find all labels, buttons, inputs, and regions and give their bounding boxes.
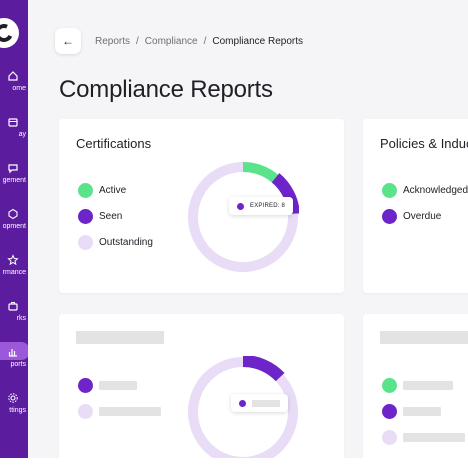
sidebar-item-development[interactable]: opment	[0, 208, 26, 248]
skeleton-bar	[403, 407, 441, 416]
skeleton-legend-item	[382, 378, 453, 393]
certifications-card: Certifications Active Seen Outstanding E…	[59, 119, 344, 293]
legend-item-seen: Seen	[78, 209, 122, 224]
breadcrumb-item-compliance[interactable]: Compliance	[144, 36, 198, 47]
certifications-donut-chart	[188, 162, 299, 272]
legend-swatch	[78, 404, 93, 419]
legend-item-outstanding: Outstanding	[78, 235, 153, 250]
page-title: Compliance Reports	[59, 76, 273, 103]
legend-swatch	[382, 404, 397, 419]
legend-label: Overdue	[403, 211, 442, 222]
tooltip-swatch	[239, 399, 246, 407]
legend-label: Acknowledged	[403, 185, 468, 196]
chart-tooltip: EXPIRED: 8	[229, 197, 294, 215]
calendar-icon	[8, 118, 18, 127]
breadcrumb-separator: /	[203, 36, 207, 47]
gear-icon	[8, 393, 18, 403]
sidebar-item-settings[interactable]: ttings	[0, 392, 26, 432]
legend-swatch	[382, 183, 397, 198]
sidebar-item-label: opment	[2, 223, 26, 230]
skeleton-bar	[252, 399, 280, 407]
brand-logo[interactable]	[0, 18, 19, 48]
skeleton-legend-item	[382, 404, 441, 419]
legend-swatch	[78, 183, 93, 198]
sidebar-item-label: ttings	[9, 407, 26, 414]
sidebar-item-home[interactable]: ome	[0, 70, 26, 110]
reports-icon	[8, 349, 17, 357]
sidebar-item-works[interactable]: rks	[0, 300, 26, 340]
sidebar-item-label: gement	[2, 177, 26, 184]
skeleton-title	[380, 331, 468, 344]
sidebar-item-engagement[interactable]: gement	[0, 162, 26, 202]
cube-icon	[8, 208, 18, 220]
arrow-left-icon: ←	[62, 34, 74, 48]
breadcrumb-separator: /	[136, 36, 139, 47]
sidebar-item-label: ome	[12, 85, 26, 92]
sidebar-item-label: ay	[18, 131, 26, 138]
legend-swatch	[78, 209, 93, 224]
donut-slice-active[interactable]	[243, 162, 279, 183]
breadcrumb-item-current: Compliance Reports	[212, 36, 303, 47]
breadcrumb-item-reports[interactable]: Reports	[95, 36, 131, 47]
tooltip-swatch	[237, 202, 244, 210]
breadcrumb: Reports / Compliance / Compliance Reports	[95, 36, 303, 47]
card-title: Policies & Induc	[380, 136, 468, 151]
star-icon	[7, 254, 19, 266]
home-icon	[8, 71, 18, 81]
sidebar: ome ay gement opment rmance rks ports	[0, 0, 28, 458]
legend-item-overdue: Overdue	[382, 209, 441, 224]
tooltip-text: EXPIRED: 8	[250, 203, 286, 209]
loading-donut-chart	[188, 356, 298, 458]
legend-swatch	[382, 430, 397, 445]
skeleton-legend-item	[78, 404, 161, 419]
skeleton-title	[76, 331, 164, 344]
back-button[interactable]: ←	[55, 28, 81, 54]
sidebar-item-performance[interactable]: rmance	[0, 254, 26, 294]
briefcase-icon	[8, 302, 18, 311]
skeleton-bar	[99, 407, 161, 416]
donut-slice-placeholder-b[interactable]	[243, 356, 285, 382]
policies-card: Policies & Induc Acknowledged Overdue	[363, 119, 468, 293]
sidebar-item-label: rks	[16, 315, 26, 322]
sidebar-item-label: rmance	[2, 269, 26, 276]
sidebar-item-today[interactable]: ay	[0, 116, 26, 156]
skeleton-bar	[403, 381, 453, 390]
loading-tooltip	[231, 394, 288, 412]
card-title: Certifications	[76, 136, 152, 151]
skeleton-legend-item	[382, 430, 465, 445]
legend-swatch	[78, 378, 93, 393]
logo-mark	[0, 21, 16, 45]
legend-label: Seen	[99, 211, 123, 222]
skeleton-bar	[403, 433, 465, 442]
legend-label: Active	[99, 185, 127, 196]
legend-swatch	[382, 378, 397, 393]
legend-swatch	[78, 235, 93, 250]
legend-item-active: Active	[78, 183, 126, 198]
loading-card	[59, 314, 344, 458]
skeleton-bar	[99, 381, 137, 390]
legend-item-acknowledged: Acknowledged	[382, 183, 468, 198]
sidebar-item-label: ports	[10, 361, 26, 368]
skeleton-legend-item	[78, 378, 137, 393]
legend-swatch	[382, 209, 397, 224]
loading-card-2	[363, 314, 468, 458]
legend-label: Outstanding	[99, 237, 153, 248]
sidebar-item-reports[interactable]: ports	[0, 342, 28, 386]
chat-icon	[8, 164, 18, 174]
app-frame: ome ay gement opment rmance rks ports	[0, 0, 468, 458]
